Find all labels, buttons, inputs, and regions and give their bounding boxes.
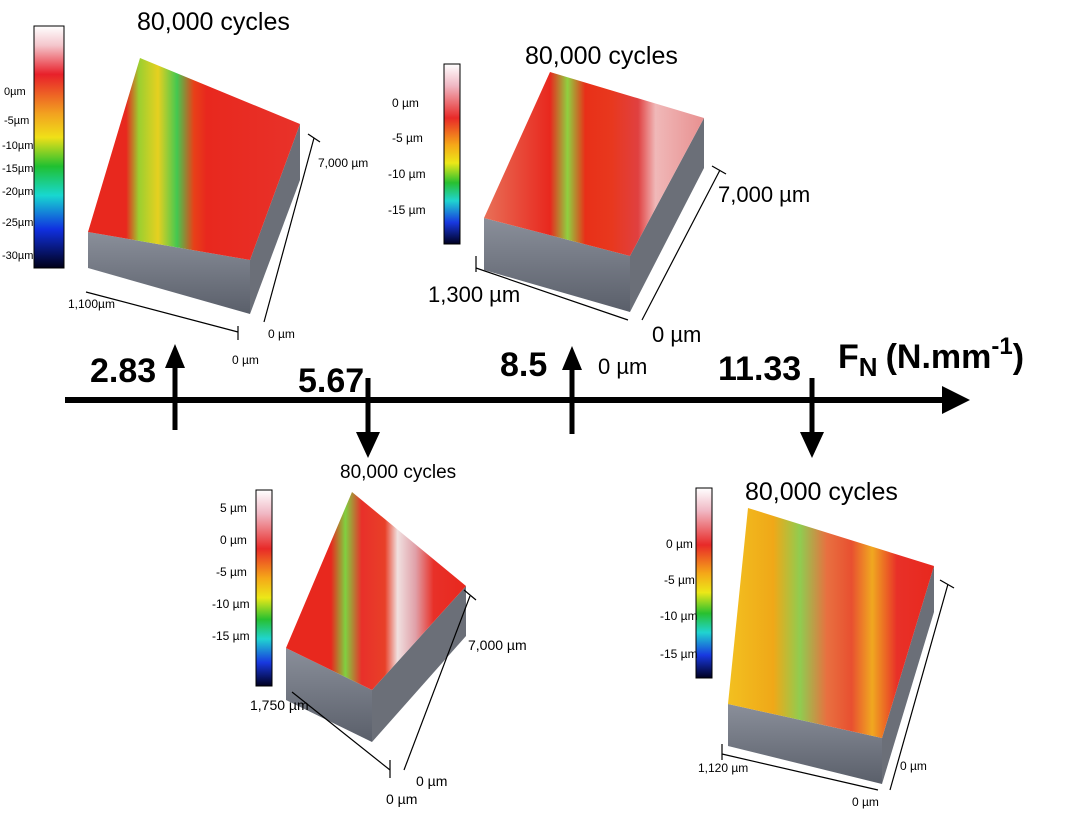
axis-value-11.33: 11.33 — [718, 350, 801, 388]
axis-value-2.83: 2.83 — [90, 352, 156, 390]
dim-width: 1,300 µm — [428, 282, 520, 307]
wear-panel-8.5: 80,000 cycles 0 µm -5 µm -10 µm -15 µm 1… — [388, 42, 810, 379]
cycles-label: 80,000 cycles — [137, 8, 290, 36]
dim-width: 1,750 µm — [250, 697, 309, 713]
marker-11.33: 11.33 — [718, 350, 824, 458]
axis-value-8.5: 8.5 — [500, 346, 547, 384]
svg-text:-15 µm: -15 µm — [212, 629, 250, 643]
axis-arrowhead — [942, 386, 970, 414]
svg-text:-10 µm: -10 µm — [388, 167, 426, 181]
color-scale — [695, 487, 713, 679]
svg-text:0 µm: 0 µm — [392, 96, 419, 110]
svg-text:-5µm: -5µm — [4, 115, 29, 127]
dim-length: 7,000 µm — [318, 156, 368, 170]
color-scale — [255, 489, 273, 687]
axis-value-5.67: 5.67 — [298, 362, 364, 400]
surface-side-right — [630, 118, 704, 312]
surface-top — [88, 58, 300, 260]
dim-zero-b: 0 µm — [386, 791, 417, 807]
dim-zero-b: 0 µm — [598, 354, 647, 379]
dim-zero-a: 0 µm — [900, 759, 927, 773]
surface-side-front — [286, 648, 372, 742]
marker-2.83: 2.83 — [90, 344, 185, 430]
scale-tick-labels: 0 µm -5 µm -10 µm -15 µm — [388, 96, 426, 217]
surface-top — [484, 72, 704, 256]
svg-text:-25µm: -25µm — [2, 217, 33, 229]
scale-tick-labels: 5 µm 0 µm -5 µm -10 µm -15 µm — [212, 501, 250, 643]
marker-8.5: 8.5 — [500, 346, 582, 434]
wear-panel-5.67: 80,000 cycles 5 µm 0 µm -5 µm -10 µm -15… — [212, 462, 527, 807]
svg-text:-15 µm: -15 µm — [388, 203, 426, 217]
surface-top — [728, 508, 934, 738]
surface-top — [286, 492, 466, 690]
cycles-label: 80,000 cycles — [340, 462, 456, 483]
svg-text:-5 µm: -5 µm — [392, 131, 423, 145]
surface-side-right — [250, 124, 300, 314]
surface-side-front — [88, 232, 250, 314]
surface-side-right — [372, 586, 466, 742]
svg-text:-10 µm: -10 µm — [660, 609, 698, 623]
cycles-label: 80,000 cycles — [525, 42, 678, 70]
svg-text:-5 µm: -5 µm — [664, 573, 695, 587]
dim-width: 1,120 µm — [698, 761, 748, 775]
wear-panel-11.33: 80,000 cycles 0 µm -5 µm -10 µm -15 µm 1… — [660, 478, 955, 809]
color-scale — [443, 63, 461, 245]
dim-zero-b: 0 µm — [232, 353, 259, 367]
svg-text:0 µm: 0 µm — [220, 533, 247, 547]
dim-zero-a: 0 µm — [652, 322, 701, 347]
wear-panel-2.83: 80,000 cycles 0µm -5µm -10µm -15µm -20µm… — [2, 8, 368, 367]
svg-text:-5 µm: -5 µm — [216, 565, 247, 579]
svg-text:0µm: 0µm — [4, 86, 26, 98]
surface-side-front — [484, 218, 630, 312]
surface-side-front — [728, 704, 882, 784]
scale-tick-labels: 0µm -5µm -10µm -15µm -20µm -25µm -30µm — [2, 86, 33, 262]
force-axis: FN (N.mm-1) — [65, 333, 1024, 414]
axis-title: FN (N.mm-1) — [838, 333, 1024, 382]
svg-text:-15µm: -15µm — [2, 163, 33, 175]
svg-text:-30µm: -30µm — [2, 250, 33, 262]
dim-zero-a: 0 µm — [416, 773, 447, 789]
svg-text:-20µm: -20µm — [2, 186, 33, 198]
dim-length: 7,000 µm — [718, 182, 810, 207]
svg-text:-10µm: -10µm — [2, 140, 33, 152]
surface-side-right — [882, 566, 934, 784]
dim-zero-b: 0 µm — [852, 795, 879, 809]
dim-width: 1,100µm — [68, 297, 115, 311]
color-scale — [33, 25, 65, 269]
svg-text:0 µm: 0 µm — [666, 537, 693, 551]
dim-zero-a: 0 µm — [268, 327, 295, 341]
svg-text:-10 µm: -10 µm — [212, 597, 250, 611]
marker-5.67: 5.67 — [298, 362, 380, 458]
svg-text:5 µm: 5 µm — [220, 501, 247, 515]
cycles-label: 80,000 cycles — [745, 478, 898, 506]
dim-length: 7,000 µm — [468, 637, 527, 653]
scale-tick-labels: 0 µm -5 µm -10 µm -15 µm — [660, 537, 698, 661]
svg-text:-15 µm: -15 µm — [660, 647, 698, 661]
